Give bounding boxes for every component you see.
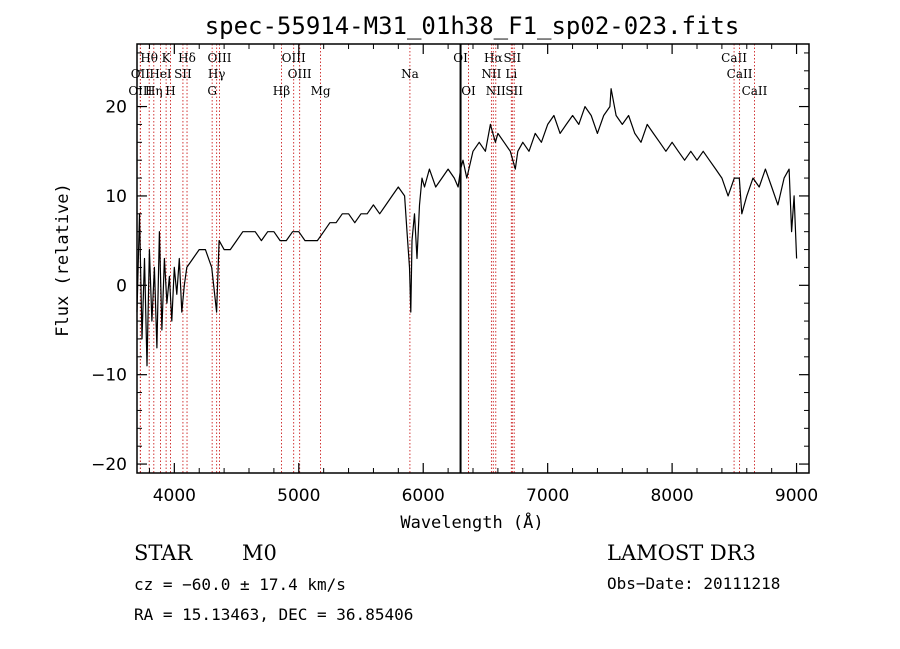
line-label-10: Hγ (208, 67, 226, 81)
y-tick-label-0: −20 (91, 455, 127, 475)
obs-date-text: Obs−Date: 20111218 (607, 574, 780, 593)
line-label-4: HeI (149, 67, 172, 81)
axis-tick-labels: 4000 5000 6000 7000 8000 9000 −20 −10 0 10 20 (91, 98, 818, 506)
line-label-9: OIII (207, 51, 231, 65)
y-tick-label-1: −10 (91, 366, 127, 386)
line-label-18: OI (461, 84, 476, 98)
line-label-3: K (162, 51, 172, 65)
spectrum-series-line (136, 88, 798, 367)
line-label-7: SII (174, 67, 192, 81)
line-label-26: CaII (727, 67, 753, 81)
y-tick-label-4: 20 (105, 98, 127, 118)
coords-text: RA = 15.13463, DEC = 36.85406 (134, 605, 413, 624)
x-tick-label-3: 7000 (526, 486, 569, 506)
plot-frame (136, 43, 810, 474)
line-label-6: Hδ (178, 51, 196, 65)
chart-title: spec-55914-M31_01h38_F1_sp02-023.fits (205, 12, 740, 40)
line-label-13: OIII (288, 67, 312, 81)
line-label-15: Mg (311, 84, 331, 98)
axis-ticks (137, 44, 809, 473)
line-label-12: OIII (282, 51, 306, 65)
line-label-11: G (207, 84, 217, 98)
x-tick-label-4: 8000 (650, 486, 693, 506)
line-label-24: SII (505, 84, 523, 98)
line-label-21: NII (486, 84, 506, 98)
y-tick-label-3: 10 (105, 187, 127, 207)
spectral-line-markers: Hθ OII OIII K HeI Hη Hδ SII H OIII Hγ G OIII OIII Hβ Mg… (128, 44, 768, 473)
line-label-19: Hα (484, 51, 503, 65)
line-label-1: OII (131, 67, 151, 81)
line-label-0: Hθ (140, 51, 158, 65)
y-tick-label-2: 0 (116, 276, 127, 296)
x-tick-label-1: 5000 (277, 486, 320, 506)
x-axis-label: Wavelength (Å) (400, 511, 543, 533)
y-axis-label: Flux (relative) (53, 183, 73, 337)
line-label-25: CaII (721, 51, 747, 65)
line-label-27: CaII (742, 84, 768, 98)
line-label-16: Na (401, 67, 419, 81)
subclass-label: M0 (242, 541, 277, 565)
class-label: STAR (134, 541, 193, 565)
survey-label: LAMOST DR3 (607, 541, 756, 565)
x-tick-label-5: 9000 (775, 486, 818, 506)
line-label-8: H (165, 84, 175, 98)
x-tick-label-2: 6000 (402, 486, 445, 506)
x-tick-label-0: 4000 (153, 486, 196, 506)
line-label-2: OIII (128, 84, 152, 98)
line-label-20: NII (481, 67, 501, 81)
cz-text: cz = −60.0 ± 17.4 km/s (134, 575, 346, 594)
line-label-5: Hη (145, 84, 163, 98)
line-label-14: Hβ (273, 84, 290, 98)
line-label-22: SII (503, 51, 521, 65)
line-label-23: Li (505, 67, 517, 81)
